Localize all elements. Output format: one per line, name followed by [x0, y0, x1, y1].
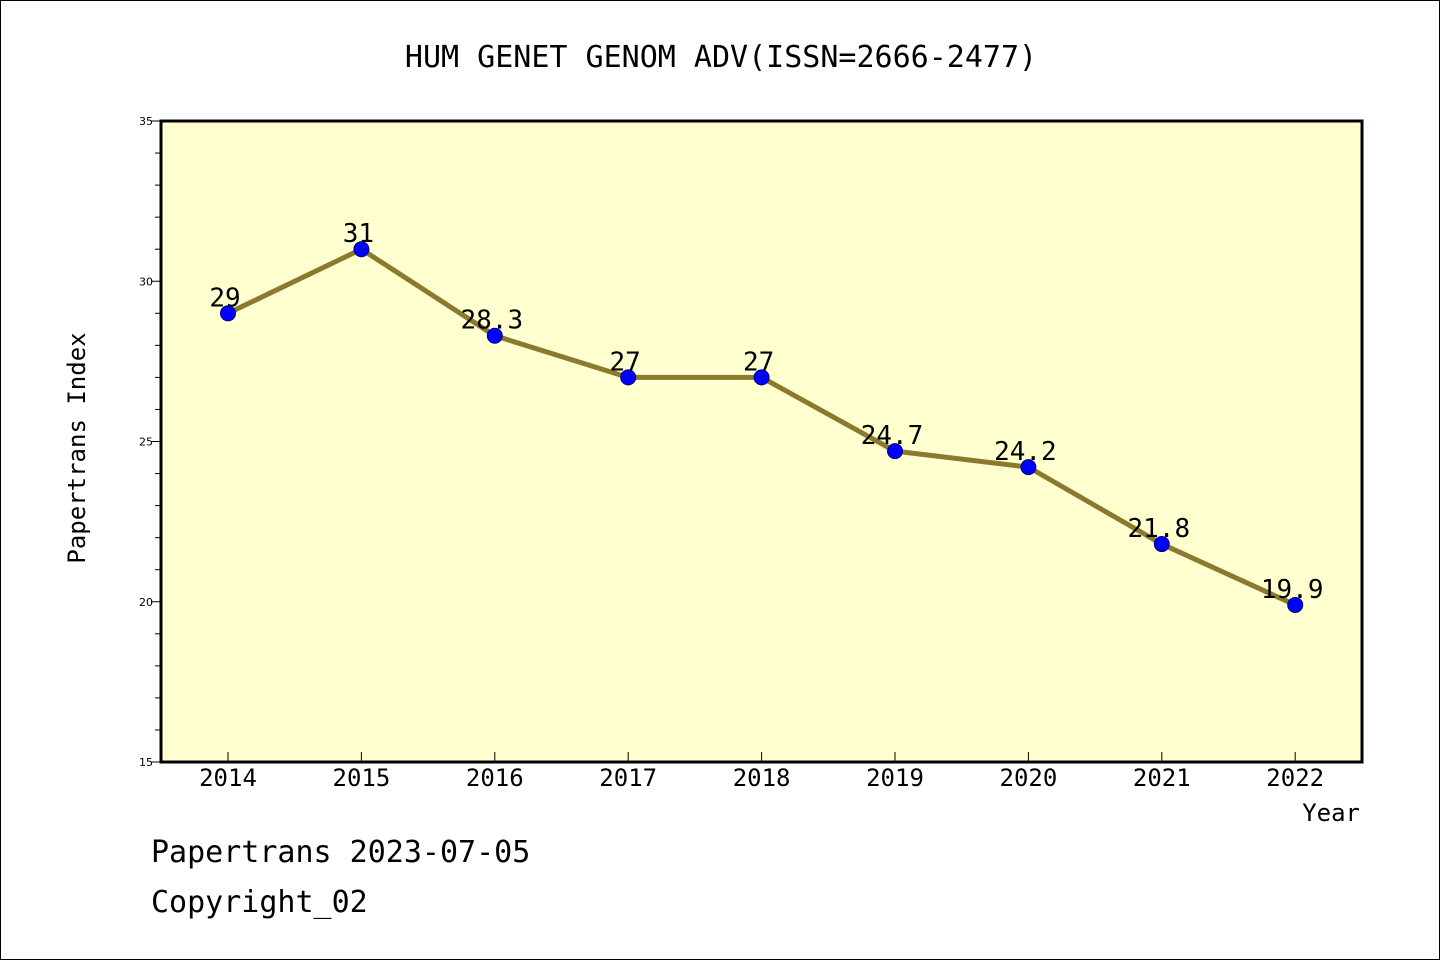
data-label: 29 [209, 283, 240, 313]
data-point [1153, 536, 1170, 553]
data-label: 24.7 [861, 421, 924, 451]
y-axis-label: Papertrans Index [63, 332, 91, 563]
plot-area [161, 121, 1362, 762]
data-label: 27 [743, 347, 774, 377]
y-axis: 15 20 25 30 35 [139, 115, 161, 769]
series-layer: 29 31 28.3 27 27 24.7 24.2 21.8 19.9 [209, 219, 1324, 613]
data-label: 28.3 [460, 306, 523, 336]
y-tick-label: 20 [139, 596, 153, 609]
y-tick-label: 15 [139, 756, 153, 769]
y-tick-label: 35 [139, 115, 153, 128]
footer-copyright-text: Copyright_02 [151, 885, 368, 920]
data-label: 24.2 [994, 437, 1057, 467]
x-tick-label: 2014 [199, 764, 257, 792]
y-tick-label: 25 [139, 436, 153, 449]
data-point [620, 369, 637, 386]
x-tick-label: 2015 [333, 764, 391, 792]
data-label: 27 [610, 347, 641, 377]
x-axis: 2014 2015 2016 2017 2018 2019 2020 2021 2022 [199, 752, 1324, 792]
x-tick-label: 2019 [866, 764, 924, 792]
data-point [887, 443, 903, 460]
data-point [220, 305, 236, 322]
data-point [1287, 596, 1304, 613]
x-tick-label: 2021 [1133, 764, 1191, 792]
plot-border [159, 119, 1364, 764]
data-point [486, 327, 503, 344]
x-tick-label: 2016 [466, 764, 524, 792]
x-tick-label: 2017 [599, 764, 657, 792]
y-tick-label: 30 [139, 275, 153, 288]
data-point [753, 369, 770, 386]
data-point [1020, 459, 1037, 476]
data-label: 19.9 [1261, 575, 1324, 605]
data-label: 21.8 [1127, 514, 1190, 544]
x-tick-label: 2022 [1266, 764, 1324, 792]
x-axis-label: Year [1302, 799, 1360, 827]
x-tick-label: 2020 [1000, 764, 1058, 792]
footer-date-text: Papertrans 2023-07-05 [151, 835, 531, 870]
data-label: 31 [343, 219, 374, 249]
data-point [353, 241, 370, 258]
x-tick-label: 2018 [733, 764, 791, 792]
chart-title: HUM GENET GENOM ADV(ISSN=2666-2477) [405, 40, 1037, 75]
